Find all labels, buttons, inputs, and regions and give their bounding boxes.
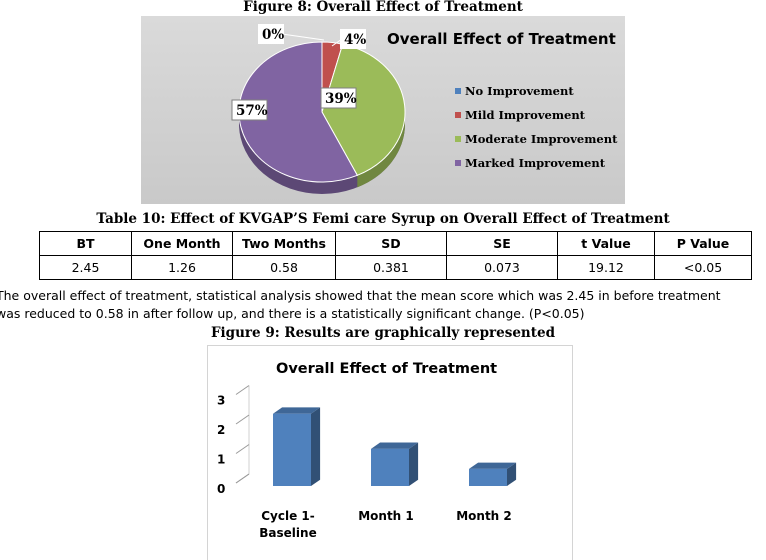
results-paragraph: The overall effect of treatment, statist… xyxy=(0,287,766,323)
header-se: SE xyxy=(446,231,558,256)
legend-item-0: No Improvement xyxy=(465,84,574,98)
pie-side-wall-moderate xyxy=(357,112,405,188)
category-label-2-line-0: Month 2 xyxy=(456,509,512,523)
category-label-0-line-0: Cycle 1- xyxy=(261,509,315,523)
label-mild-improvement-box xyxy=(340,29,366,49)
y-tick-mark-2 xyxy=(235,414,250,425)
label-marked-improvement: 57% xyxy=(236,103,268,119)
bar-side-2 xyxy=(507,462,517,486)
legend-swatch-0 xyxy=(455,88,461,94)
table-row: 2.45 1.26 0.58 0.381 0.073 19.12 <0.05 xyxy=(39,255,752,280)
cell-two-months: 0.58 xyxy=(232,255,336,280)
cell-one-month: 1.26 xyxy=(131,255,233,280)
category-label-1-line-0: Month 1 xyxy=(358,509,414,523)
bar-chart-title: Overall Effect of Treatment xyxy=(276,361,497,377)
cell-sd: 0.381 xyxy=(335,255,447,280)
label-no-improvement: 0% xyxy=(262,27,284,43)
paragraph-line-1: The overall effect of treatment, statist… xyxy=(0,288,721,303)
pie-slice-moderate-improvement xyxy=(321,43,406,176)
cell-t-value: 19.12 xyxy=(557,255,655,280)
y-tick-label-2: 2 xyxy=(217,423,225,437)
statistics-table: BT One Month Two Months SD SE t Value P … xyxy=(39,231,752,280)
pie-slice-marked-improvement xyxy=(238,41,359,183)
label-moderate-improvement: 39% xyxy=(325,91,357,107)
bar-top-2 xyxy=(469,462,517,469)
bar-top-0 xyxy=(273,407,321,414)
bar-1 xyxy=(371,442,419,486)
header-two-months: Two Months xyxy=(232,231,336,256)
pie-chart-panel: 0% 4% 39% 57% Overall Effect of Treatment No … xyxy=(141,16,625,204)
legend-item-1: Mild Improvement xyxy=(465,108,586,122)
bar-front-2 xyxy=(469,468,507,486)
y-tick-mark-1 xyxy=(235,444,250,454)
bar-side-0 xyxy=(311,407,321,486)
bar-side-1 xyxy=(409,442,419,486)
label-mild-improvement: 4% xyxy=(344,32,366,48)
table-header-row: BT One Month Two Months SD SE t Value P … xyxy=(39,231,752,256)
y-tick-label-0: 0 xyxy=(217,482,225,496)
y-tick-label-1: 1 xyxy=(217,453,225,467)
legend-swatch-3 xyxy=(455,160,461,166)
bar-chart-panel: Overall Effect of Treatment 0 1 2 3 Cycle 1- B… xyxy=(207,345,573,560)
header-t-value: t Value xyxy=(557,231,655,256)
category-label-0-line-1: Baseline xyxy=(259,526,316,540)
cell-se: 0.073 xyxy=(446,255,558,280)
cell-p-value: <0.05 xyxy=(654,255,752,280)
legend-item-3: Marked Improvement xyxy=(465,156,606,170)
label-marked-improvement-box xyxy=(231,99,268,121)
header-sd: SD xyxy=(335,231,447,256)
legend-item-2: Moderate Improvement xyxy=(465,132,618,146)
bar-front-0 xyxy=(273,413,311,486)
table-10-caption: Table 10: Effect of KVGAP’S Femi care Sy… xyxy=(96,211,670,227)
header-p-value: P Value xyxy=(654,231,752,256)
label-no-improvement-box xyxy=(258,24,284,44)
bar-top-1 xyxy=(371,442,419,449)
legend-swatch-1 xyxy=(455,112,461,118)
y-tick-label-3: 3 xyxy=(217,394,225,408)
label-moderate-improvement-box xyxy=(320,87,357,109)
bar-2 xyxy=(469,462,517,486)
pie-chart: 0% 4% 39% 57% Overall Effect of Treatment No … xyxy=(231,24,618,194)
y-tick-mark-0 xyxy=(235,473,250,484)
bar-0 xyxy=(273,407,321,486)
figure-8-caption: Figure 8: Overall Effect of Treatment xyxy=(243,0,523,15)
cell-bt: 2.45 xyxy=(39,255,132,280)
leader-line-no-improvement xyxy=(281,33,325,41)
header-one-month: One Month xyxy=(131,231,233,256)
figure-9-caption: Figure 9: Results are graphically repres… xyxy=(210,325,556,341)
bar-front-1 xyxy=(371,448,409,486)
pie-chart-title: Overall Effect of Treatment xyxy=(387,30,616,48)
y-tick-mark-3 xyxy=(235,385,250,395)
bar-chart: Overall Effect of Treatment 0 1 2 3 Cycle 1- B… xyxy=(217,361,517,540)
paragraph-line-2: was reduced to 0.58 in after follow up, … xyxy=(0,306,585,321)
legend-swatch-2 xyxy=(455,136,461,142)
header-bt: BT xyxy=(39,231,132,256)
